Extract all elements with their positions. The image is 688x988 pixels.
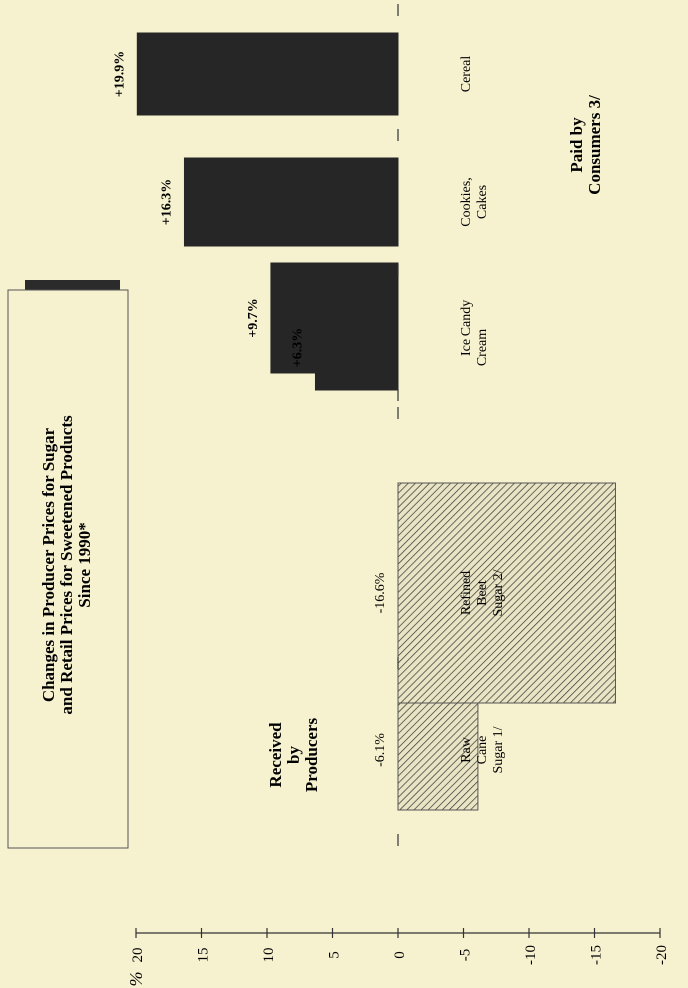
group-label-line: by	[284, 746, 303, 764]
value-label: +19.9%	[112, 51, 127, 97]
bar	[136, 32, 399, 116]
value-label: +16.3%	[159, 179, 174, 225]
axis-tick-label: 10	[261, 948, 277, 963]
category-label-line: Cereal	[459, 56, 474, 93]
bar	[270, 262, 399, 374]
value-label: +6.3%	[290, 328, 305, 367]
value-label: -16.6%	[373, 572, 388, 613]
chart-title-line: Changes in Producer Prices for Sugar	[39, 427, 58, 702]
bar	[183, 157, 399, 247]
value-label: +9.7%	[246, 298, 261, 337]
axis-tick-label: 0	[392, 951, 408, 959]
group-label-producers: Received by Producers	[266, 717, 321, 792]
value-label: -6.1%	[373, 733, 388, 767]
bars	[136, 32, 616, 811]
chart-title-line: Since 1990*	[75, 522, 94, 607]
category-label-line: Ice	[459, 339, 474, 356]
title-box-frame	[7, 289, 129, 849]
title-box: Changes in Producer Prices for Sugar and…	[7, 280, 129, 849]
axis-tick-label: -20	[654, 945, 670, 965]
category-label: Cookies, Cakes	[459, 177, 490, 226]
value-labels: -6.1% -16.6% +6.3% +9.7% +16.3% +19.9%	[112, 51, 388, 767]
category-label: Cereal	[459, 56, 474, 93]
category-label-line: Cane	[475, 736, 490, 765]
group-label-line: Paid by	[567, 117, 586, 173]
category-label-line: Candy	[459, 300, 474, 337]
category-label-line: Cakes	[475, 185, 490, 219]
chart-title: Changes in Producer Prices for Sugar and…	[39, 415, 94, 715]
category-label-line: Raw	[459, 736, 474, 763]
axis-tick-label: -5	[458, 949, 474, 962]
axis-tick-label: 15	[196, 948, 212, 963]
category-label-line: Cookies,	[459, 177, 474, 226]
category-label: Ice Cream	[459, 329, 490, 366]
axis-unit-label: %	[126, 972, 146, 987]
category-labels: Raw Cane Sugar 1/Refined Beet Sugar 2/Ice Cre…	[459, 56, 506, 774]
group-label-line: Producers	[302, 717, 321, 792]
group-label-line: Received	[266, 722, 285, 788]
axis-tick-label: -15	[589, 945, 605, 965]
category-label-line: Refined	[459, 571, 474, 615]
chart-title-line: and Retail Prices for Sweetened Products	[57, 415, 76, 715]
bar	[397, 482, 616, 704]
category-label: Raw Cane Sugar 1/	[459, 726, 506, 773]
category-label-line: Sugar 1/	[491, 726, 506, 773]
category-label-line: Sugar 2/	[491, 569, 506, 616]
group-label-line: Consumers 3/	[585, 95, 604, 195]
category-label-line: Beet	[475, 580, 490, 606]
value-axis: 20 15 10 5 0 -5 -10 -15 -20%	[126, 928, 670, 987]
axis-tick-label: 5	[327, 951, 343, 959]
group-label-consumers: Paid by Consumers 3/	[567, 95, 604, 195]
axis-tick-label: 20	[130, 948, 146, 963]
category-label: Refined Beet Sugar 2/	[459, 569, 506, 616]
category-label-line: Cream	[475, 329, 490, 366]
axis-tick-label: -10	[523, 945, 539, 965]
category-label: Candy	[459, 300, 474, 337]
